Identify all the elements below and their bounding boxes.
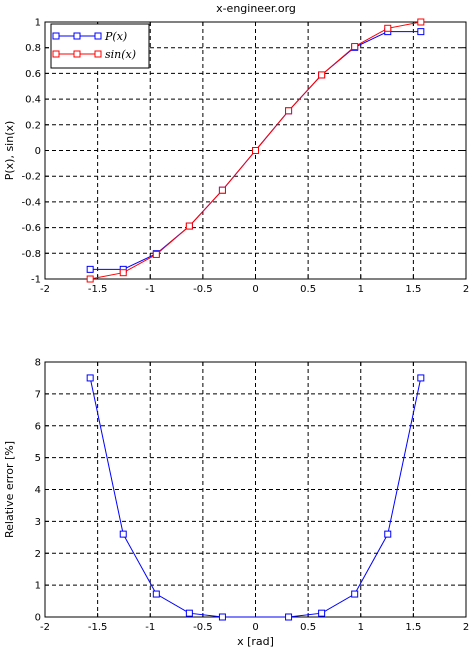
data-point-marker xyxy=(86,265,94,273)
y-tick-label: 0.2 xyxy=(25,120,41,131)
data-point-marker xyxy=(86,374,94,382)
x-tick-label: -1 xyxy=(145,284,155,295)
y-axis-label: Relative error [%] xyxy=(3,441,16,538)
legend-box xyxy=(50,23,150,69)
y-tick-label: 5 xyxy=(35,453,41,464)
data-point-marker xyxy=(384,24,392,32)
x-tick-label: -2 xyxy=(40,622,50,633)
x-axis-label: x [rad] xyxy=(237,635,274,648)
legend-label: sin(x) xyxy=(105,48,136,61)
x-tick-label: -2 xyxy=(40,284,50,295)
data-point-marker xyxy=(417,28,425,36)
y-tick-label: -1 xyxy=(31,275,41,286)
y-tick-label: 3 xyxy=(35,517,41,528)
data-point-marker xyxy=(152,250,160,258)
x-tick-label: 1 xyxy=(358,622,364,633)
legend: P(x) sin(x) xyxy=(50,23,150,69)
legend-label: P(x) xyxy=(104,30,127,43)
legend-marker xyxy=(52,32,60,40)
y-tick-label: -0.6 xyxy=(21,223,41,234)
figure-title: x-engineer.org xyxy=(216,2,296,15)
x-tick-label: 0 xyxy=(252,622,258,633)
x-tick-label: 1.5 xyxy=(405,284,421,295)
data-point-marker xyxy=(417,18,425,26)
legend-marker xyxy=(73,50,81,58)
y-tick-label: -0.8 xyxy=(21,249,41,260)
data-point-marker xyxy=(252,147,259,154)
y-tick-label: 7 xyxy=(35,389,41,400)
bottom-plot: -2 -1.5 -1 -0.5 0 0.5 1 1.5 2 0 1 2 3 4 5 6 7 8 Relative e… xyxy=(3,358,469,649)
y-tick-label: -0.4 xyxy=(21,197,41,208)
y-tick-label: 0.8 xyxy=(25,43,41,54)
data-point-marker xyxy=(384,530,392,538)
y-tick-label: 0.6 xyxy=(25,69,41,80)
data-point-marker xyxy=(218,186,226,194)
data-point-marker xyxy=(119,269,127,277)
series-line xyxy=(89,377,422,618)
y-tick-label: 1 xyxy=(35,18,41,29)
data-point-marker xyxy=(218,613,226,621)
x-tick-label: -1 xyxy=(145,622,155,633)
data-point-marker xyxy=(285,107,293,115)
data-point-marker xyxy=(86,275,94,283)
y-tick-label: 2 xyxy=(35,549,41,560)
x-tick-label: 2 xyxy=(463,284,469,295)
x-tick-label: 1.5 xyxy=(405,622,421,633)
y-tick-label: 0.4 xyxy=(25,95,41,106)
y-tick-label: -0.2 xyxy=(21,172,41,183)
data-point-marker xyxy=(152,590,160,598)
x-tick-label: 2 xyxy=(463,622,469,633)
x-tick-label: -0.5 xyxy=(193,284,213,295)
data-point-marker xyxy=(318,71,326,79)
data-point-marker xyxy=(318,609,326,617)
y-tick-label: 8 xyxy=(35,358,41,369)
x-tick-label: 1 xyxy=(358,284,364,295)
x-tick-label: 0.5 xyxy=(300,622,316,633)
data-point-marker xyxy=(285,613,293,621)
data-point-marker xyxy=(351,43,359,51)
legend-marker xyxy=(94,32,102,40)
data-point-marker xyxy=(417,374,425,382)
legend-marker xyxy=(73,32,81,40)
data-point-marker xyxy=(119,530,127,538)
x-tick-label: 0.5 xyxy=(300,284,316,295)
data-point-marker xyxy=(351,590,359,598)
y-tick-label: 6 xyxy=(35,421,41,432)
y-tick-label: 0 xyxy=(35,146,41,157)
legend-marker xyxy=(52,50,60,58)
x-tick-label: -1.5 xyxy=(88,622,108,633)
y-tick-label: 4 xyxy=(35,485,41,496)
y-tick-label: 0 xyxy=(35,613,41,624)
top-plot: -2 -1.5 -1 -0.5 0 0.5 1 1.5 2 -1 -0.8 -0.6 -0.4 -0.2 0… xyxy=(3,18,469,296)
y-axis-label: P(x), sin(x) xyxy=(3,121,16,181)
x-tick-label: -0.5 xyxy=(193,622,213,633)
legend-marker xyxy=(94,50,102,58)
y-tick-label: 1 xyxy=(35,581,41,592)
data-point-marker xyxy=(185,222,193,230)
x-tick-label: 0 xyxy=(252,284,258,295)
data-point-marker xyxy=(185,609,193,617)
x-tick-label: -1.5 xyxy=(88,284,108,295)
plot-frame xyxy=(44,21,467,280)
